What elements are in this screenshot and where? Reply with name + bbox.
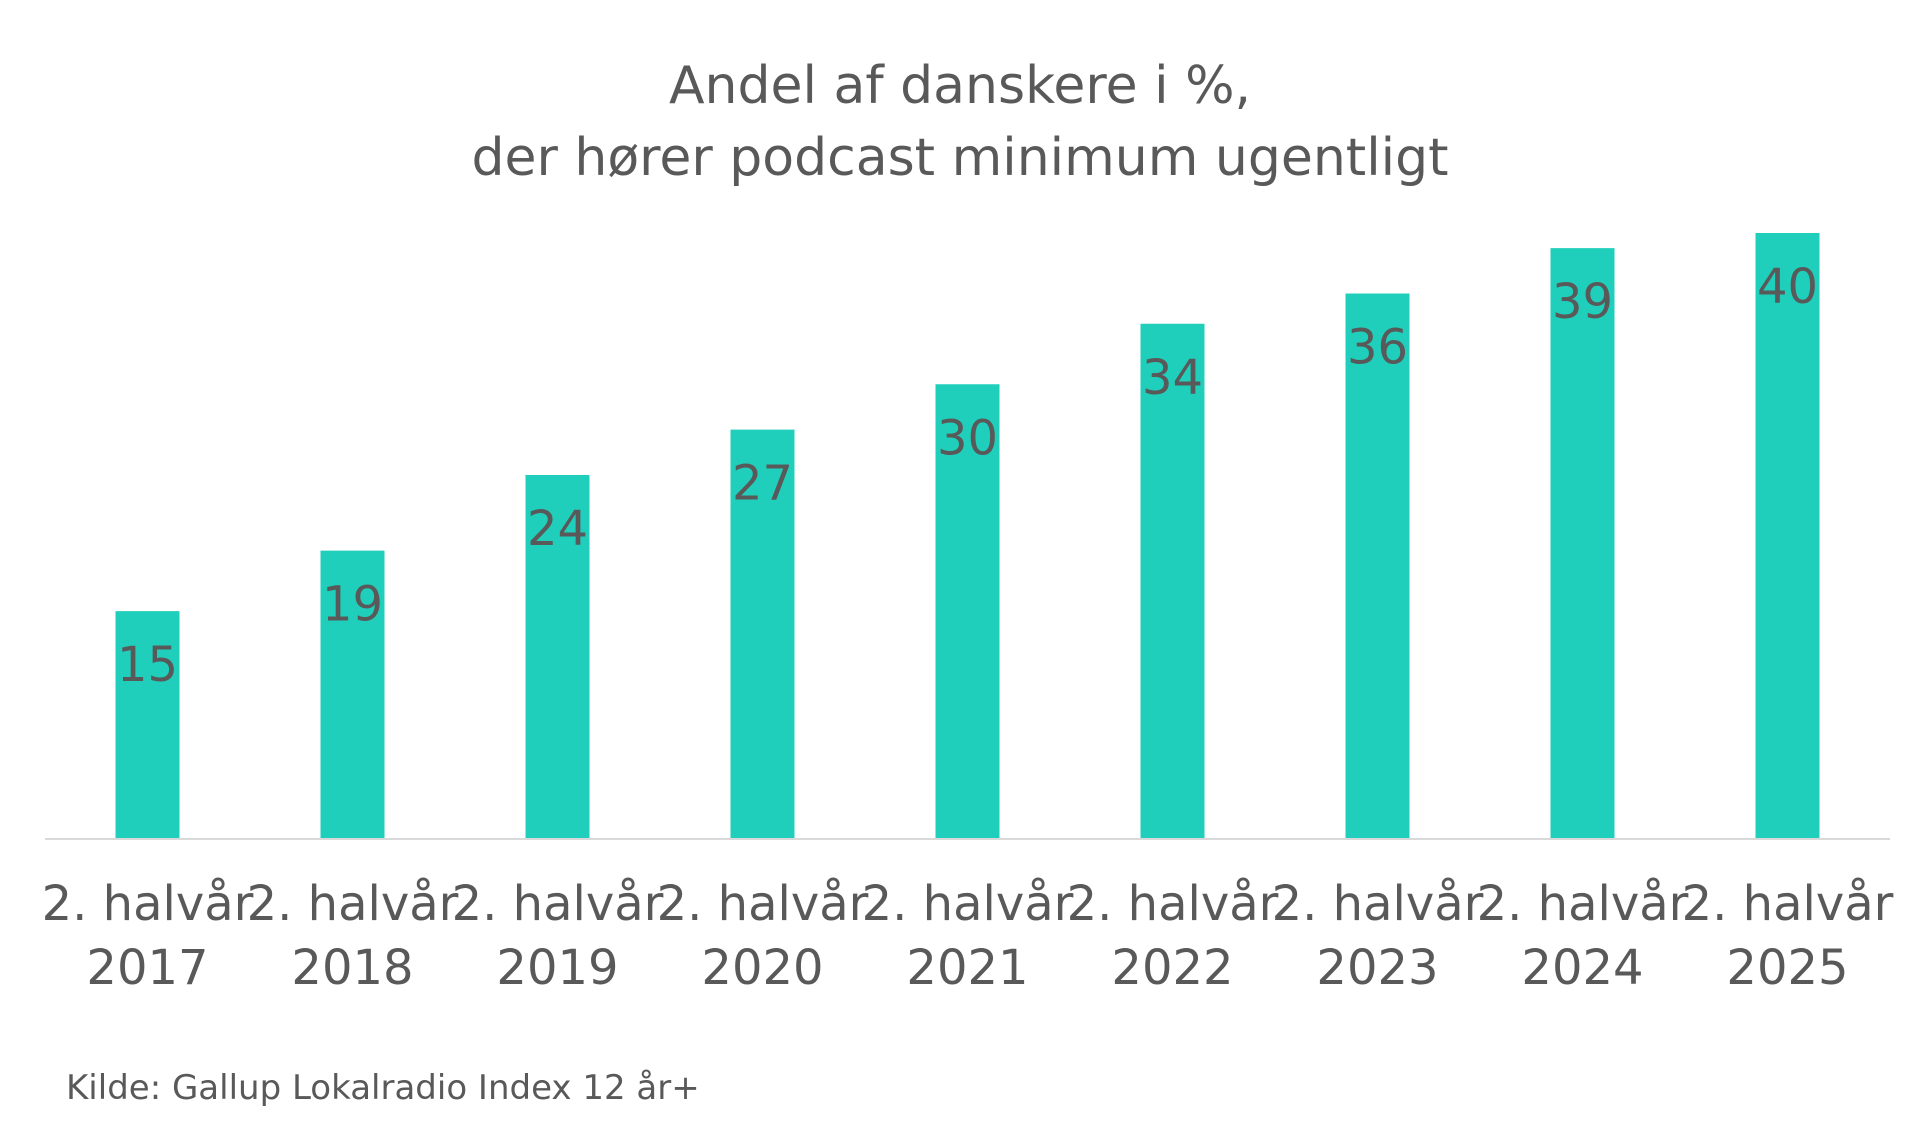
x-tick-label: 2. halvår 2022 [1067, 876, 1279, 996]
data-label: 15 [117, 637, 178, 693]
x-tick-label-line: 2. halvår [657, 876, 869, 932]
x-tick-label: 2. halvår 2018 [247, 876, 459, 996]
x-tick-label-line: 2. halvår [1272, 876, 1484, 932]
data-label: 24 [527, 501, 588, 557]
x-tick-label-line: 2023 [1316, 940, 1438, 996]
bar [935, 384, 1000, 838]
x-tick-label: 2. halvår 2023 [1272, 876, 1484, 996]
x-tick-label-line: 2022 [1111, 940, 1233, 996]
x-tick-label: 2. halvår 2021 [862, 876, 1074, 996]
x-tick-label-line: 2019 [496, 940, 618, 996]
x-tick-label: 2. halvår 2025 [1682, 876, 1894, 996]
x-tick-label-line: 2. halvår [247, 876, 459, 932]
source-note: Kilde: Gallup Lokalradio Index 12 år+ [66, 1068, 700, 1108]
x-tick-label: 2. halvår 2017 [42, 876, 254, 996]
data-label: 36 [1347, 320, 1408, 376]
data-label: 30 [937, 410, 998, 466]
data-label: 27 [732, 456, 793, 512]
x-tick-label-line: 2018 [291, 940, 413, 996]
x-tick-label: 2. halvår 2019 [452, 876, 664, 996]
x-tick-label-line: 2. halvår [1067, 876, 1279, 932]
bar [525, 475, 590, 838]
bar [730, 429, 795, 838]
data-label: 19 [322, 577, 383, 633]
x-tick-label: 2. halvår 2020 [657, 876, 869, 996]
x-tick-label-line: 2. halvår [42, 876, 254, 932]
x-tick-label-line: 2. halvår [452, 876, 664, 932]
x-tick-label-line: 2021 [906, 940, 1028, 996]
bar [1755, 233, 1820, 838]
x-tick-label-line: 2. halvår [1477, 876, 1689, 932]
bar [1345, 293, 1410, 838]
x-tick-label-line: 2020 [701, 940, 823, 996]
bar [1140, 323, 1205, 838]
data-label: 40 [1757, 259, 1818, 315]
x-tick-label-line: 2. halvår [1682, 876, 1894, 932]
bar [1550, 248, 1615, 838]
x-tick-label-line: 2017 [86, 940, 208, 996]
x-tick-label-line: 2024 [1521, 940, 1643, 996]
data-label: 39 [1552, 274, 1613, 330]
x-tick-label-line: 2. halvår [862, 876, 1074, 932]
chart-title-line-1: Andel af danskere i %, [668, 56, 1252, 116]
x-tick-label: 2. halvår 2024 [1477, 876, 1689, 996]
x-tick-label-line: 2025 [1726, 940, 1848, 996]
bar [320, 550, 385, 838]
chart-title: Andel af danskere i %, der hører podcast… [0, 50, 1920, 194]
data-label: 34 [1142, 350, 1203, 406]
bar [115, 611, 180, 838]
chart-title-line-2: der hører podcast minimum ugentligt [471, 128, 1449, 188]
